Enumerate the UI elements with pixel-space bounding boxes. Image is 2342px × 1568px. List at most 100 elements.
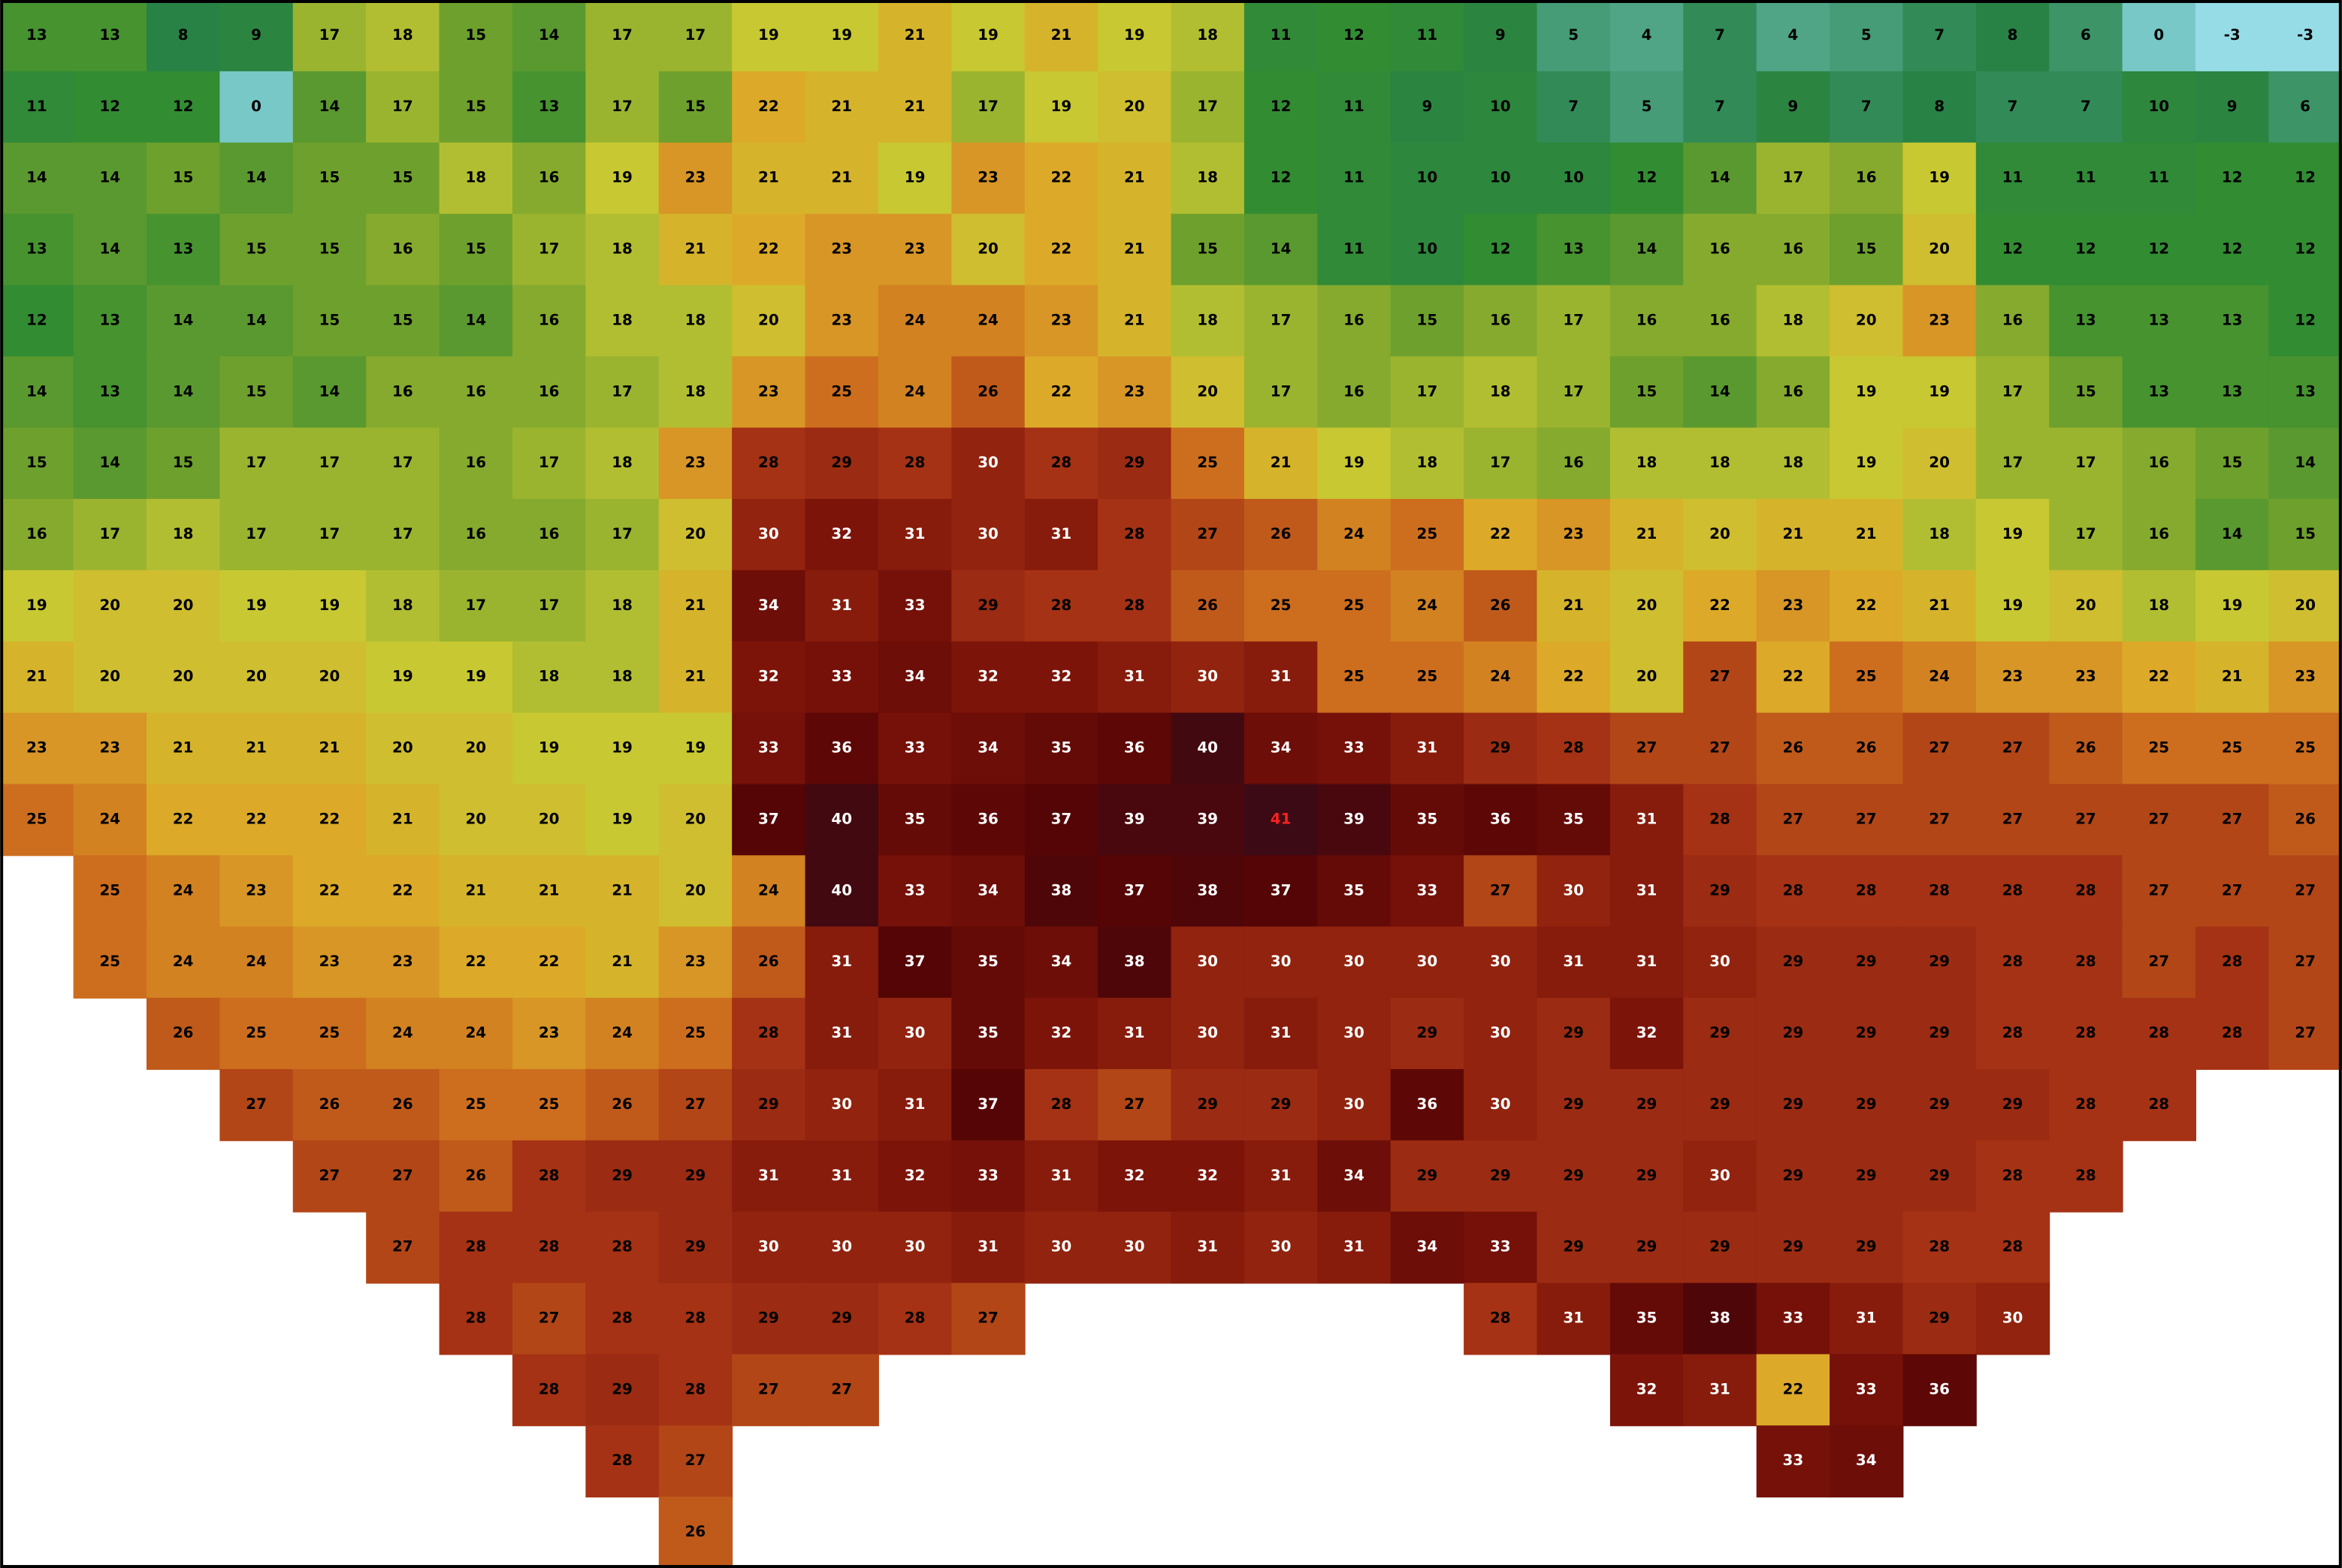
temperature-cell <box>73 499 147 571</box>
temperature-label: 22 <box>1563 668 1584 685</box>
temperature-label: 19 <box>1856 382 1877 400</box>
temperature-cell <box>1098 712 1172 785</box>
temperature-label: 15 <box>1636 382 1658 400</box>
temperature-label: 17 <box>1783 169 1804 186</box>
temperature-cell <box>366 356 440 429</box>
temperature-cell <box>512 356 587 429</box>
temperature-label: 31 <box>1636 953 1658 970</box>
temperature-cell <box>1683 71 1757 144</box>
temperature-label: 11 <box>26 98 47 115</box>
temperature-label: 23 <box>1783 597 1804 614</box>
temperature-cell <box>0 712 74 785</box>
temperature-cell <box>1683 784 1757 857</box>
temperature-cell <box>1975 712 2050 785</box>
temperature-label: 17 <box>612 98 633 115</box>
temperature-cell <box>1171 0 1245 72</box>
temperature-cell <box>1975 427 2050 500</box>
temperature-cell <box>1756 499 1831 571</box>
temperature-cell <box>1024 0 1099 72</box>
temperature-label: 29 <box>1636 1167 1658 1184</box>
temperature-label: 11 <box>1343 98 1364 115</box>
temperature-cell <box>1609 0 1685 72</box>
temperature-label: 37 <box>1124 881 1145 899</box>
temperature-cell <box>1902 712 1977 785</box>
temperature-label: 15 <box>1197 240 1218 258</box>
temperature-label: 33 <box>1417 881 1438 899</box>
temperature-label: 29 <box>612 1380 633 1397</box>
temperature-cell <box>2195 71 2270 144</box>
temperature-cell <box>1756 213 1831 286</box>
temperature-cell <box>1537 71 1611 144</box>
temperature-label: 29 <box>1856 953 1877 970</box>
temperature-cell <box>1756 1425 1831 1498</box>
temperature-cell <box>805 712 879 785</box>
temperature-cell <box>1171 855 1245 928</box>
temperature-cell <box>439 213 513 286</box>
temperature-label: 26 <box>1783 739 1804 757</box>
temperature-label: 28 <box>612 1452 633 1469</box>
temperature-label: 33 <box>978 1167 999 1184</box>
temperature-cell <box>1024 641 1099 714</box>
temperature-cell <box>2049 427 2123 500</box>
temperature-label: 11 <box>1417 26 1438 44</box>
temperature-cell <box>805 1354 879 1427</box>
temperature-label: 28 <box>2148 1024 2169 1041</box>
temperature-cell <box>366 427 440 500</box>
temperature-cell <box>951 784 1026 857</box>
temperature-cell <box>512 1140 587 1213</box>
temperature-cell <box>292 142 367 215</box>
temperature-label: 22 <box>1051 382 1072 400</box>
temperature-cell <box>2195 142 2270 215</box>
temperature-cell <box>805 0 879 72</box>
temperature-label: 21 <box>758 169 779 186</box>
temperature-cell <box>1390 1140 1465 1213</box>
temperature-cell <box>1902 71 1977 144</box>
temperature-label: 28 <box>539 1167 560 1184</box>
temperature-cell <box>2268 855 2342 928</box>
temperature-cell <box>732 213 806 286</box>
temperature-label: 33 <box>1783 1309 1804 1326</box>
temperature-label: 36 <box>1490 810 1511 827</box>
temperature-label: 10 <box>1417 240 1438 258</box>
temperature-cell <box>951 285 1026 358</box>
temperature-cell <box>951 1140 1026 1213</box>
temperature-cell <box>1317 142 1392 215</box>
temperature-label: 7 <box>2081 98 2091 115</box>
temperature-cell <box>2268 427 2342 500</box>
temperature-label: 23 <box>831 240 852 258</box>
temperature-label: 16 <box>539 525 560 542</box>
temperature-label: 26 <box>1197 597 1218 614</box>
temperature-cell <box>512 285 587 358</box>
temperature-label: 22 <box>758 98 779 115</box>
temperature-label: 13 <box>99 311 120 328</box>
temperature-cell <box>805 641 879 714</box>
temperature-cell <box>1609 1068 1685 1141</box>
temperature-cell <box>73 427 147 500</box>
temperature-cell <box>1537 499 1611 571</box>
temperature-cell <box>805 285 879 358</box>
temperature-label: 15 <box>465 240 486 258</box>
temperature-cell <box>1830 1354 1904 1427</box>
temperature-cell <box>1537 784 1611 857</box>
temperature-cell <box>146 499 221 571</box>
temperature-label: 7 <box>1715 26 1725 44</box>
temperature-cell <box>1830 1068 1904 1141</box>
temperature-label: 33 <box>758 739 779 757</box>
temperature-cell <box>1244 712 1319 785</box>
temperature-cell <box>1975 1068 2050 1141</box>
temperature-label: 10 <box>1563 169 1584 186</box>
temperature-label: 23 <box>2295 668 2316 685</box>
temperature-label: 23 <box>978 169 999 186</box>
temperature-cell <box>1830 1282 1904 1355</box>
temperature-cell <box>1902 285 1977 358</box>
temperature-cell <box>73 641 147 714</box>
temperature-cell <box>2122 926 2197 999</box>
temperature-cell <box>658 1497 733 1568</box>
temperature-label: 33 <box>905 739 926 757</box>
temperature-label: 31 <box>1271 1024 1292 1041</box>
temperature-cell <box>292 0 367 72</box>
temperature-cell <box>1244 71 1319 144</box>
temperature-cell <box>1537 0 1611 72</box>
temperature-cell <box>292 712 367 785</box>
temperature-label: 30 <box>1343 1024 1364 1041</box>
